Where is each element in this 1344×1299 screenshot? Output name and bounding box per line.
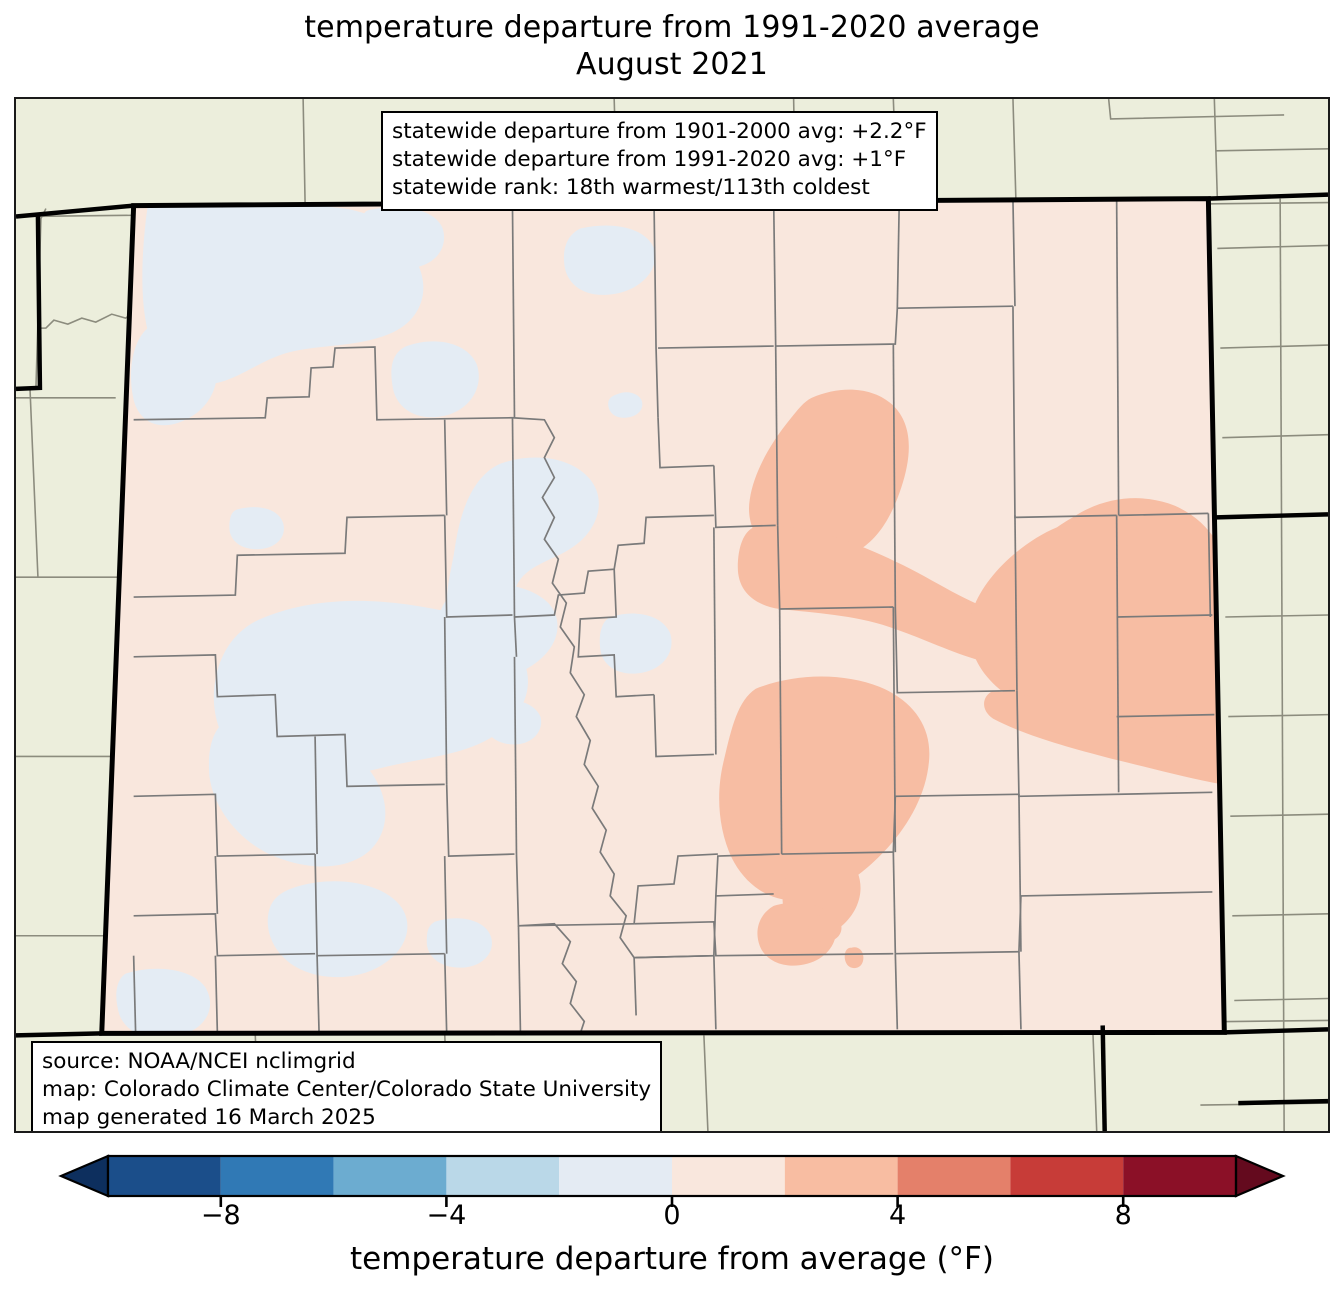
page-title-line-2: August 2021: [576, 46, 768, 82]
colorbar-over-arrow: [1234, 1154, 1286, 1198]
source-line-3: map generated 16 March 2025: [42, 1104, 376, 1130]
colorbar-tick-labels: −8 −4 0 4 8: [0, 1200, 1344, 1234]
statewide-statistics-box: statewide departure from 1901-2000 avg: …: [381, 111, 938, 211]
neighboring-state-boundaries: [16, 192, 1328, 1131]
page-title: temperature departure from 1991-2020 ave…: [0, 10, 1344, 83]
stat-line-3: statewide rank: 18th warmest/113th colde…: [392, 174, 870, 200]
colorbar-segment: [333, 1156, 447, 1196]
colorbar-segment: [1123, 1156, 1236, 1196]
colorbar-segment: [446, 1156, 560, 1196]
colorado-interior: [101, 198, 1225, 1034]
colorbar-region: −8 −4 0 4 8 temperature departure from avera…: [0, 1148, 1344, 1299]
colorbar-tick-label: 4: [889, 1200, 907, 1231]
colorbar-tick-label: −4: [426, 1200, 467, 1231]
colorbar-segment: [784, 1156, 898, 1196]
colorbar-under-arrow: [58, 1154, 110, 1198]
colorado-temperature-departure-map[interactable]: [16, 99, 1328, 1131]
colorbar-segments: [58, 1154, 1286, 1198]
region-2-to-4F: [719, 389, 1225, 969]
stat-line-1: statewide departure from 1901-2000 avg: …: [392, 119, 927, 144]
colorbar-segment: [108, 1156, 221, 1196]
source-credits-box: source: NOAA/NCEI nclimgrid map: Colorad…: [31, 1041, 663, 1131]
stat-line-2: statewide departure from 1991-2020 avg: …: [392, 146, 907, 172]
colorbar-tick-label: 8: [1114, 1200, 1132, 1231]
colorbar-segment: [1010, 1156, 1124, 1196]
colorbar-tick-label: 0: [663, 1200, 681, 1231]
source-line-2: map: Colorado Climate Center/Colorado St…: [42, 1076, 652, 1102]
colorado-county-lines: [132, 198, 1215, 1034]
colorbar-axis-label: temperature departure from average (°F): [350, 1241, 994, 1277]
colorbar-segment: [220, 1156, 334, 1196]
source-line-1: source: NOAA/NCEI nclimgrid: [42, 1049, 356, 1074]
colorbar-segment: [559, 1156, 672, 1196]
region-minus2-to-0F: [116, 203, 672, 1034]
colorbar[interactable]: [0, 1148, 1344, 1208]
page-title-line-1: temperature departure from 1991-2020 ave…: [304, 10, 1040, 45]
colorbar-tick-label: −8: [200, 1200, 241, 1231]
colorbar-tick-marks: [219, 1196, 1125, 1207]
map-panel[interactable]: statewide departure from 1901-2000 avg: …: [14, 97, 1330, 1133]
colorbar-segment: [672, 1156, 785, 1196]
colorbar-segment: [897, 1156, 1011, 1196]
